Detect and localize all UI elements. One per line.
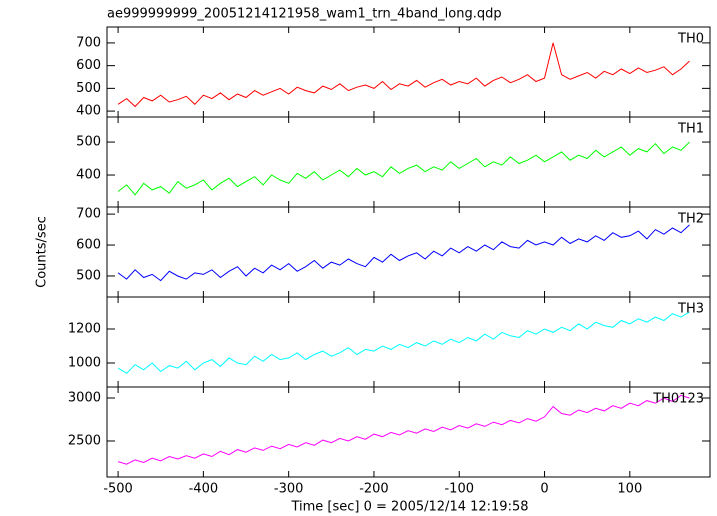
series-label: TH0 xyxy=(677,32,704,47)
y-tick-label: 500 xyxy=(76,81,101,96)
panel-frame xyxy=(106,116,711,208)
panel-frame xyxy=(106,386,711,478)
data-line xyxy=(117,141,690,196)
x-tick-label: 0 xyxy=(540,482,548,497)
data-line xyxy=(117,224,690,282)
y-tick-label: 1000 xyxy=(68,356,101,371)
y-tick-label: 500 xyxy=(76,135,101,150)
x-tick-label: -500 xyxy=(103,482,133,497)
y-tick-label: 400 xyxy=(76,168,101,183)
chart-title: ae999999999_20051214121958_wam1_trn_4ban… xyxy=(107,7,502,22)
series-label: TH0123 xyxy=(652,392,704,407)
y-tick-label: 700 xyxy=(76,35,101,50)
panel-frame xyxy=(106,296,711,388)
data-line xyxy=(117,394,690,465)
x-tick-label: -400 xyxy=(189,482,219,497)
x-tick-label: -100 xyxy=(444,482,474,497)
x-tick-label: -300 xyxy=(274,482,304,497)
y-tick-label: 600 xyxy=(76,238,101,253)
y-tick-label: 600 xyxy=(76,58,101,73)
series-label: TH3 xyxy=(677,302,704,317)
y-tick-label: 400 xyxy=(76,104,101,119)
x-axis-label: Time [sec] 0 = 2005/12/14 12:19:58 xyxy=(290,500,528,515)
y-axis-label: Counts/sec xyxy=(35,216,50,288)
panel-frame xyxy=(106,26,711,118)
x-tick-label: 100 xyxy=(617,482,642,497)
y-tick-label: 700 xyxy=(76,207,101,222)
panel-frame xyxy=(106,206,711,298)
y-tick-label: 3000 xyxy=(68,391,101,406)
y-tick-label: 500 xyxy=(76,268,101,283)
y-tick-label: 2500 xyxy=(68,433,101,448)
data-line xyxy=(117,42,690,108)
y-tick-label: 1200 xyxy=(68,321,101,336)
series-label: TH2 xyxy=(677,212,704,227)
data-line xyxy=(117,311,690,374)
series-label: TH1 xyxy=(677,122,704,137)
x-tick-label: -200 xyxy=(359,482,389,497)
